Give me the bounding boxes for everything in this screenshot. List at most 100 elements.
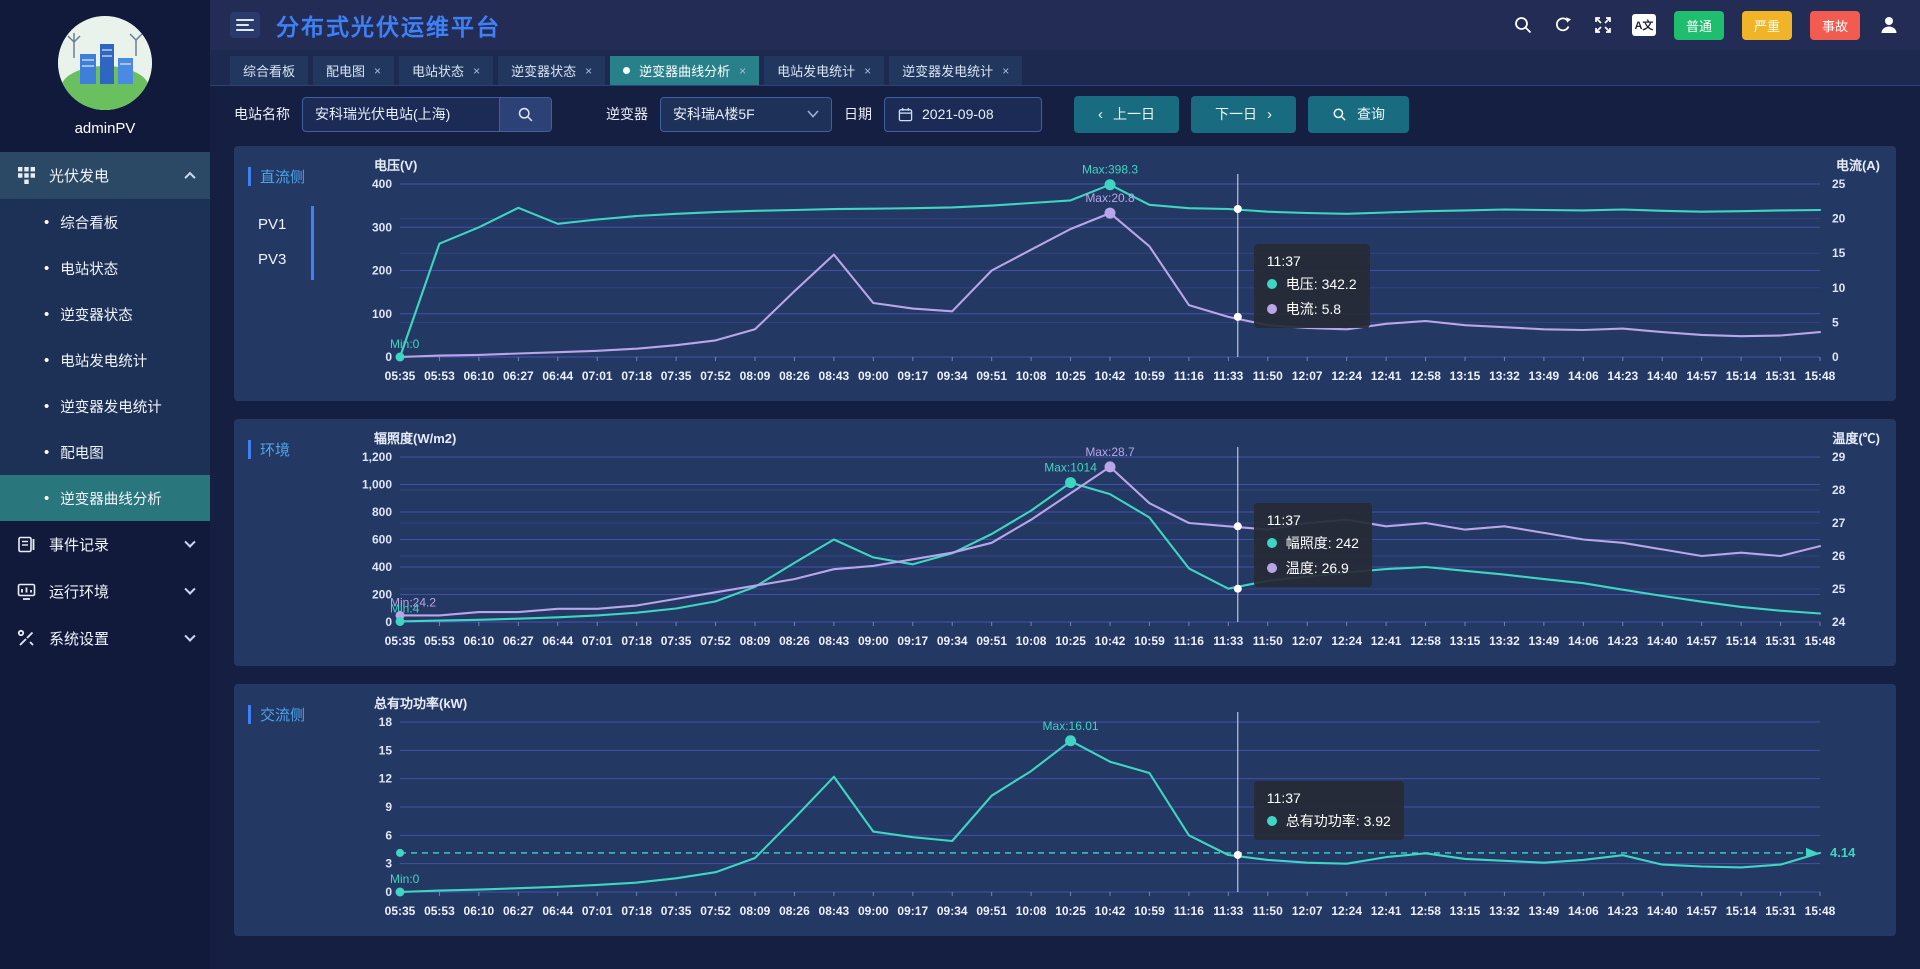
- settings-icon: [16, 629, 36, 649]
- svg-text:10:25: 10:25: [1055, 369, 1086, 383]
- username: adminPV: [74, 119, 136, 137]
- close-icon[interactable]: ×: [473, 63, 481, 78]
- pv-item-pv1[interactable]: PV1: [258, 216, 287, 233]
- search-icon[interactable]: [1512, 14, 1534, 36]
- close-icon[interactable]: ×: [739, 63, 747, 78]
- close-icon[interactable]: ×: [1002, 63, 1010, 78]
- tab-6[interactable]: 逆变器发电统计 ×: [889, 56, 1023, 85]
- svg-text:08:26: 08:26: [779, 369, 810, 383]
- tab-4[interactable]: 逆变器曲线分析 ×: [610, 56, 760, 85]
- chart-canvas[interactable]: 0 3 6 9 12 15 18 总有功功率(kW) 05:35 05:53 06:10 06:27 0…: [344, 694, 1882, 926]
- status-badge-severe[interactable]: 严重: [1741, 10, 1792, 40]
- sidebar-subitem[interactable]: 逆变器曲线分析: [0, 475, 210, 521]
- svg-text:07:18: 07:18: [621, 634, 652, 648]
- svg-text:12:07: 12:07: [1292, 904, 1323, 918]
- chevron-down-icon: [184, 536, 196, 548]
- tab-label: 逆变器曲线分析: [639, 64, 731, 79]
- svg-text:09:00: 09:00: [858, 369, 889, 383]
- svg-text:07:18: 07:18: [621, 904, 652, 918]
- top-bar: 分布式光伏运维平台 A文 普通 严重 事故: [210, 0, 1920, 50]
- inverter-select[interactable]: 安科瑞A楼5F: [660, 96, 832, 132]
- sidebar-item-1[interactable]: 事件记录: [0, 521, 210, 568]
- filter-bar: 电站名称 逆变器 安科瑞A楼5F 日期 2: [210, 86, 1920, 142]
- station-name-label: 电站名称: [234, 106, 290, 122]
- panel-label: 环境: [248, 439, 344, 460]
- tab-5[interactable]: 电站发电统计 ×: [764, 56, 885, 85]
- close-icon[interactable]: ×: [585, 63, 593, 78]
- status-badge-normal[interactable]: 普通: [1673, 10, 1724, 40]
- date-picker[interactable]: 2021-09-08: [884, 96, 1042, 132]
- svg-text:09:34: 09:34: [937, 369, 968, 383]
- next-day-button[interactable]: 下一日 ›: [1191, 95, 1296, 133]
- tab-label: 逆变器发电统计: [902, 64, 994, 79]
- svg-text:Max:28.7: Max:28.7: [1085, 445, 1135, 459]
- svg-text:07:01: 07:01: [582, 634, 613, 648]
- sidebar-subitem[interactable]: 电站发电统计: [0, 337, 210, 383]
- inverter-select-value: 安科瑞A楼5F: [673, 106, 755, 122]
- chart-canvas[interactable]: 24 25 26 27 28 29 0 200 400 600 800 1,000 1,200 辐照度(W…: [344, 429, 1882, 656]
- pv-item-pv3[interactable]: PV3: [258, 251, 287, 268]
- sidebar-item-0[interactable]: 光伏发电: [0, 152, 210, 199]
- sidebar-menu: 光伏发电综合看板电站状态逆变器状态电站发电统计逆变器发电统计配电图逆变器曲线分析…: [0, 152, 210, 969]
- status-badge-accident[interactable]: 事故: [1809, 10, 1860, 40]
- sidebar-item-3[interactable]: 系统设置: [0, 615, 210, 662]
- search-icon: [1333, 108, 1346, 121]
- svg-text:12:24: 12:24: [1331, 369, 1362, 383]
- svg-text:12:24: 12:24: [1331, 904, 1362, 918]
- svg-text:13:32: 13:32: [1489, 904, 1520, 918]
- date-value: 2021-09-08: [922, 106, 994, 122]
- svg-text:12: 12: [379, 772, 393, 786]
- svg-text:14:57: 14:57: [1686, 369, 1717, 383]
- svg-text:1,200: 1,200: [362, 450, 392, 464]
- close-icon[interactable]: ×: [864, 63, 872, 78]
- close-icon[interactable]: ×: [374, 63, 382, 78]
- sidebar-subitem[interactable]: 电站状态: [0, 245, 210, 291]
- pv-selector-bar[interactable]: [311, 206, 314, 280]
- chart-panel-2: 交流侧 0 3 6 9 12 15 18 总有功功率(kW) 05:35 05:53 06:10 06:…: [234, 684, 1896, 936]
- sidebar-item-label: 事件记录: [49, 537, 110, 554]
- svg-text:辐照度(W/m2): 辐照度(W/m2): [374, 431, 456, 446]
- tab-label: 综合看板: [243, 64, 296, 79]
- chart-canvas[interactable]: 0 5 10 15 20 25 0 100 200 300 400 电压(V) 电流(A) 05:35 05…: [344, 156, 1882, 391]
- svg-text:总有功功率(kW): 总有功功率(kW): [374, 696, 467, 711]
- station-search-button[interactable]: [499, 97, 551, 131]
- user-icon[interactable]: [1878, 14, 1900, 36]
- svg-text:300: 300: [372, 220, 392, 234]
- svg-text:11:16: 11:16: [1174, 369, 1204, 383]
- svg-text:14:06: 14:06: [1568, 369, 1599, 383]
- sidebar-subitem[interactable]: 综合看板: [0, 199, 210, 245]
- svg-text:15:31: 15:31: [1765, 369, 1796, 383]
- svg-text:15:14: 15:14: [1726, 634, 1757, 648]
- sidebar-subitem[interactable]: 逆变器发电统计: [0, 383, 210, 429]
- tab-1[interactable]: 配电图 ×: [313, 56, 395, 85]
- logo-area: adminPV: [0, 0, 210, 152]
- svg-text:07:01: 07:01: [582, 904, 613, 918]
- svg-text:15:31: 15:31: [1765, 634, 1796, 648]
- svg-text:11:33: 11:33: [1213, 634, 1243, 648]
- tab-0[interactable]: 综合看板: [230, 56, 309, 85]
- tab-3[interactable]: 逆变器状态 ×: [498, 56, 606, 85]
- svg-text:10:42: 10:42: [1095, 904, 1126, 918]
- fullscreen-icon[interactable]: [1592, 14, 1614, 36]
- query-button[interactable]: 查询: [1308, 95, 1409, 133]
- svg-text:07:35: 07:35: [661, 904, 692, 918]
- svg-text:Max:16.01: Max:16.01: [1043, 719, 1099, 733]
- sidebar-item-2[interactable]: 运行环境: [0, 568, 210, 615]
- station-name-input[interactable]: [303, 97, 499, 131]
- tab-2[interactable]: 电站状态 ×: [399, 56, 494, 85]
- previous-day-button[interactable]: ‹ 上一日: [1074, 95, 1179, 133]
- svg-text:28: 28: [1832, 483, 1846, 497]
- refresh-icon[interactable]: [1552, 14, 1574, 36]
- collapse-menu-icon[interactable]: [230, 12, 260, 38]
- chart-panel-1: 环境 24 25 26 27 28 29 0 200 400 600 800 1,000 1,200 辐照度…: [234, 419, 1896, 666]
- sidebar-item-label: 运行环境: [49, 584, 110, 601]
- svg-text:27: 27: [1832, 516, 1846, 530]
- svg-text:29: 29: [1832, 450, 1846, 464]
- sidebar: adminPV 光伏发电综合看板电站状态逆变器状态电站发电统计逆变器发电统计配电…: [0, 0, 210, 969]
- translate-icon[interactable]: A文: [1631, 14, 1656, 36]
- svg-text:08:09: 08:09: [740, 634, 771, 648]
- svg-text:400: 400: [372, 560, 392, 574]
- sidebar-subitem[interactable]: 逆变器状态: [0, 291, 210, 337]
- sidebar-subitem[interactable]: 配电图: [0, 429, 210, 475]
- svg-text:12:41: 12:41: [1371, 904, 1402, 918]
